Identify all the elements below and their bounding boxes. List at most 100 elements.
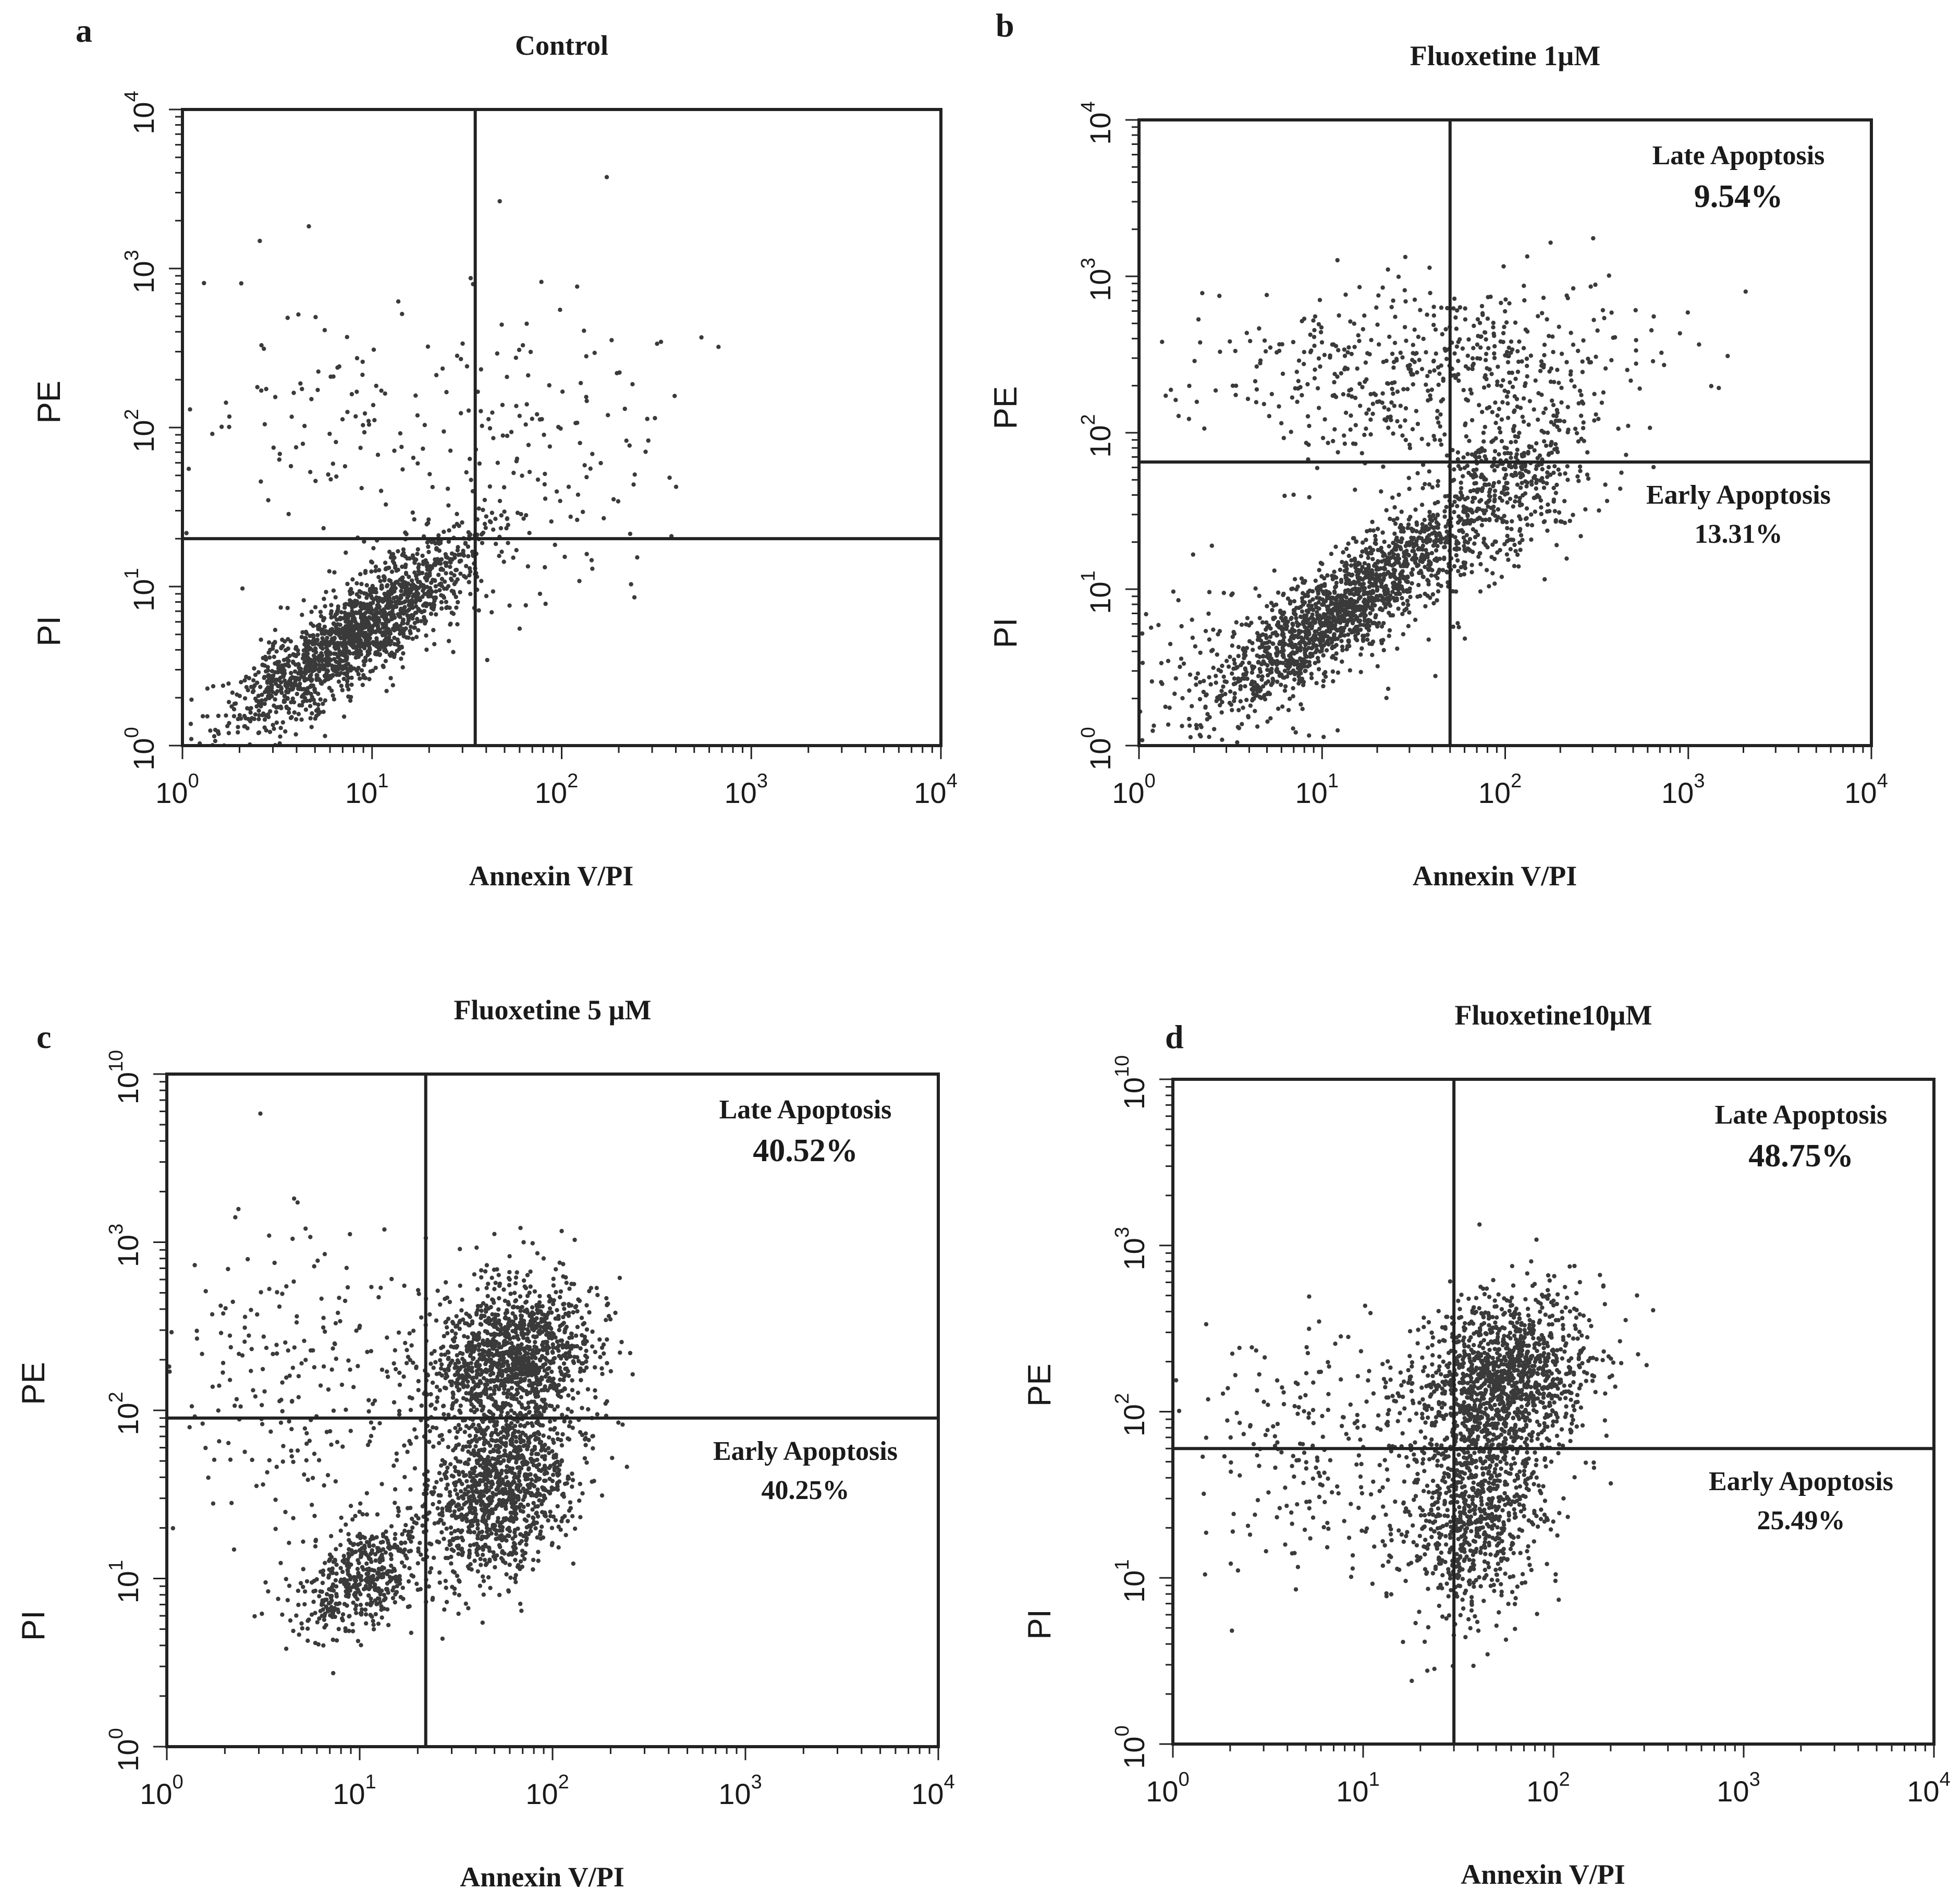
event-point (1240, 722, 1244, 727)
event-point (622, 406, 627, 411)
event-point (219, 424, 224, 429)
event-point (362, 663, 366, 667)
event-point (1313, 314, 1318, 319)
event-point (1400, 433, 1405, 438)
event-point (476, 608, 481, 613)
event-point (1372, 563, 1377, 568)
event-point (1351, 610, 1356, 615)
event-point (351, 645, 356, 650)
event-point (331, 668, 336, 673)
event-point (1304, 441, 1308, 445)
event-point (1367, 584, 1372, 589)
event-point (426, 589, 431, 594)
event-point (439, 557, 444, 562)
event-point (226, 700, 231, 704)
event-point (309, 666, 313, 671)
event-point (413, 600, 418, 605)
event-point (716, 345, 721, 349)
event-point (1503, 353, 1508, 358)
event-point (1316, 667, 1321, 672)
event-point (1504, 394, 1510, 399)
event-point (1559, 385, 1564, 391)
event-point (1453, 315, 1458, 320)
event-point (451, 524, 457, 529)
event-point (1477, 321, 1483, 325)
event-point (507, 603, 512, 608)
event-point (1358, 554, 1364, 558)
event-point (1517, 540, 1522, 545)
event-point (399, 589, 403, 593)
event-point (1385, 381, 1390, 386)
event-point (382, 578, 387, 583)
event-point (1433, 327, 1438, 332)
event-point (293, 677, 298, 682)
event-point (560, 389, 565, 394)
event-point (509, 430, 514, 434)
event-point (1255, 683, 1259, 688)
event-point (1347, 581, 1352, 587)
event-point (1408, 515, 1413, 519)
event-point (248, 710, 253, 715)
event-point (314, 714, 319, 718)
event-point (1334, 580, 1339, 586)
event-point (392, 642, 397, 647)
event-point (1370, 653, 1375, 657)
event-point (1303, 642, 1308, 648)
event-point (1160, 681, 1165, 686)
event-point (1462, 636, 1467, 641)
event-point (1348, 668, 1352, 673)
event-point (1500, 400, 1505, 405)
event-point (1481, 537, 1487, 541)
event-point (340, 417, 345, 422)
event-point (1461, 535, 1466, 540)
event-point (1182, 753, 1186, 758)
event-point (1398, 572, 1403, 577)
event-point (520, 343, 525, 348)
event-point (1490, 571, 1495, 576)
event-point (1244, 698, 1249, 702)
event-point (1529, 445, 1534, 449)
event-point (1280, 704, 1285, 709)
event-point (1499, 300, 1503, 306)
event-point (1348, 602, 1353, 607)
event-point (1260, 684, 1266, 689)
event-point (1228, 689, 1233, 694)
event-point (1349, 573, 1354, 578)
event-point (1427, 482, 1432, 487)
event-point (374, 610, 378, 614)
event-point (1289, 644, 1294, 649)
event-point (1489, 440, 1494, 444)
event-point (383, 560, 388, 565)
event-point (467, 533, 472, 538)
event-point (415, 413, 420, 418)
event-point (1497, 452, 1501, 457)
event-point (275, 689, 280, 694)
event-point (1255, 688, 1259, 693)
event-point (1179, 624, 1184, 629)
event-point (1591, 236, 1596, 241)
event-point (442, 429, 446, 434)
event-point (342, 635, 347, 640)
event-point (455, 622, 460, 627)
early-apoptosis-annotation: 13.31% (1695, 519, 1783, 549)
event-point (1169, 780, 1173, 784)
event-point (537, 417, 543, 422)
event-point (1332, 632, 1337, 637)
event-point (1513, 549, 1518, 554)
event-point (290, 696, 295, 701)
event-point (1280, 653, 1285, 658)
event-point (379, 586, 384, 590)
event-point (344, 550, 348, 555)
event-point (1440, 568, 1446, 572)
event-point (388, 555, 394, 560)
event-point (1436, 526, 1440, 530)
event-point (1280, 342, 1284, 347)
event-point (1540, 311, 1545, 315)
event-point (339, 684, 344, 688)
event-point (301, 693, 305, 698)
event-point (1373, 615, 1378, 620)
event-point (1486, 383, 1491, 388)
event-point (414, 610, 419, 615)
event-point (1263, 697, 1268, 702)
event-point (577, 579, 582, 583)
